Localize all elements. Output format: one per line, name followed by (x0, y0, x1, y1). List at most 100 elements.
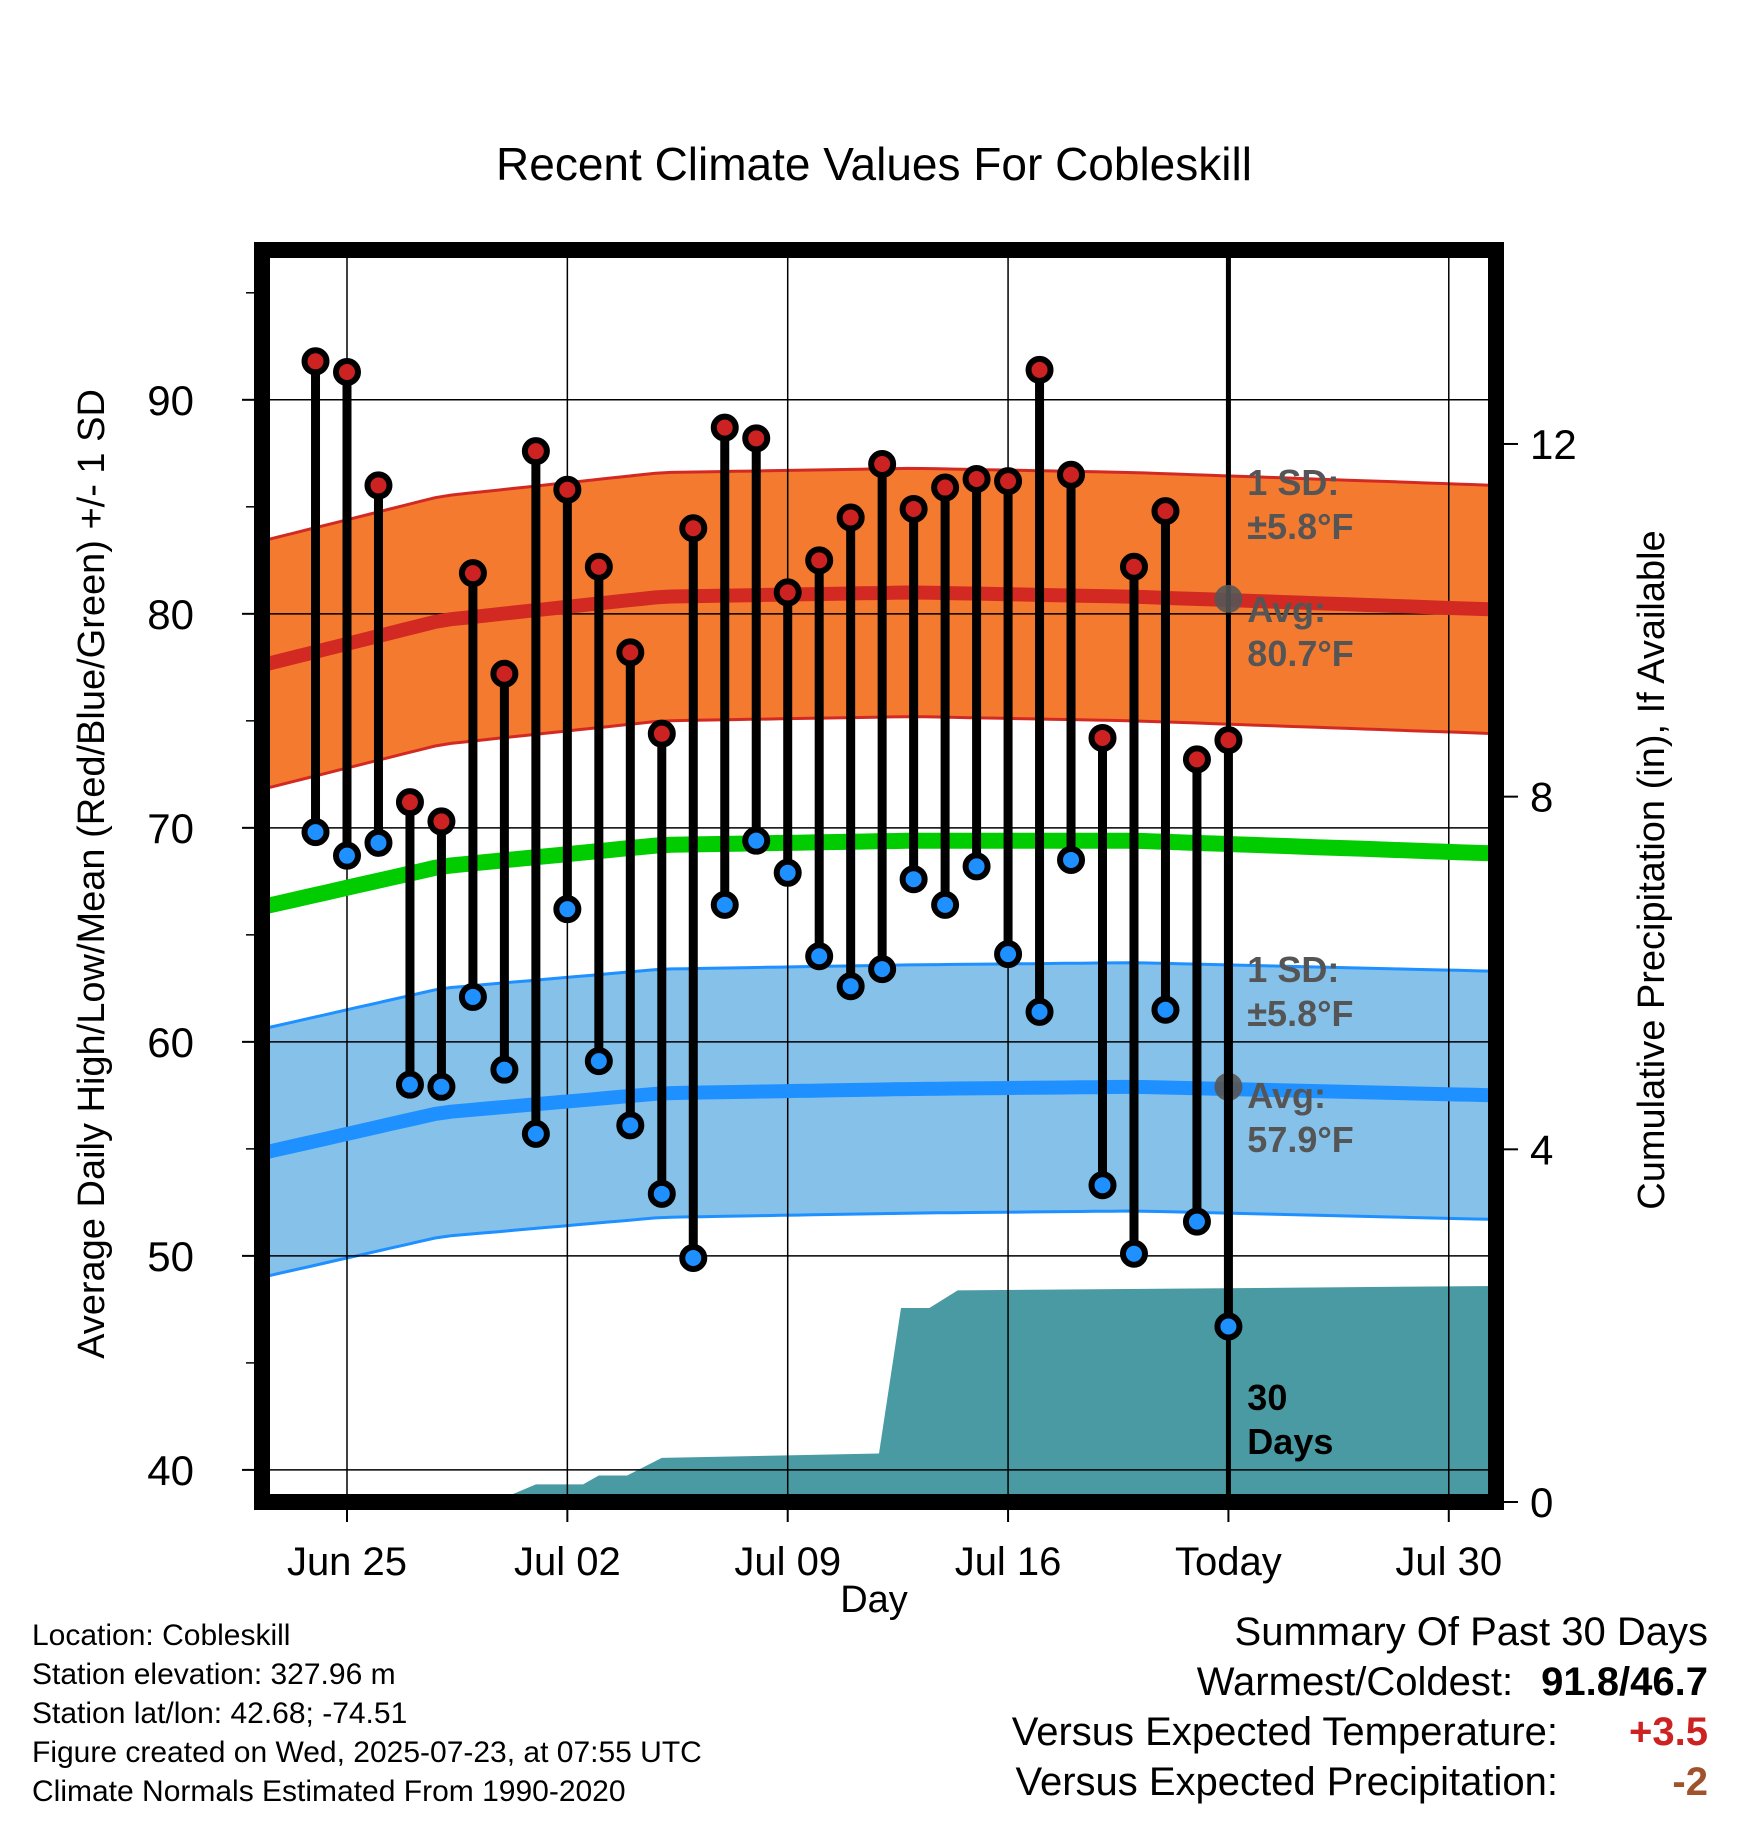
high-point (1057, 460, 1086, 489)
x-tick-label: Jun 25 (287, 1540, 407, 1584)
high-point (994, 467, 1023, 496)
normals-text: Climate Normals Estimated From 1990-2020 (32, 1775, 626, 1808)
plot-frame (254, 242, 1504, 1510)
low-point (490, 1055, 519, 1084)
y-tick-label: 90 (147, 377, 194, 424)
chart-title: Recent Climate Values For Cobleskill (496, 138, 1252, 190)
low-sd-annotation: 1 SD: (1247, 949, 1339, 990)
low-avg-annotation: Avg: (1247, 1075, 1326, 1116)
low-point (962, 852, 991, 881)
high-point (742, 424, 771, 453)
y-tick-label: 50 (147, 1233, 194, 1280)
x-tick-label: Jul 02 (514, 1540, 621, 1584)
high-point (364, 471, 393, 500)
x-tick-label: Jul 09 (734, 1540, 841, 1584)
low-point (1088, 1171, 1117, 1200)
low-point (868, 955, 897, 984)
low-sd-annotation: ±5.8°F (1247, 993, 1353, 1034)
latlon-text: Station lat/lon: 42.68; -74.51 (32, 1697, 408, 1730)
y-axis-label: Average Daily High/Low/Mean (Red/Blue/Gr… (71, 389, 113, 1359)
high-sd-annotation: 1 SD: (1247, 462, 1339, 503)
y2-tick-label: 12 (1530, 421, 1577, 468)
high-point (679, 514, 708, 543)
high-point (1025, 355, 1054, 384)
precip-value: -2 (1672, 1760, 1708, 1804)
high-point (899, 494, 928, 523)
elevation-text: Station elevation: 327.96 m (32, 1658, 396, 1691)
warmest-value: 91.8 (1541, 1660, 1620, 1704)
y2-tick-label: 4 (1530, 1126, 1553, 1173)
high-point (931, 473, 960, 502)
low-point (1182, 1207, 1211, 1236)
low-point (395, 1070, 424, 1099)
x-axis-label: Day (840, 1579, 908, 1621)
low-point (458, 982, 487, 1011)
warm-cold-value: 91.8/46.7 (1541, 1660, 1708, 1704)
high-point (427, 807, 456, 836)
y2-axis-label: Cumulative Precipitation (in), If Availa… (1631, 530, 1673, 1209)
low-point (647, 1179, 676, 1208)
high-point (553, 475, 582, 504)
x-tick-label: Jul 16 (955, 1540, 1062, 1584)
high-avg-annotation: 80.7°F (1247, 633, 1353, 674)
temp-label: Versus Expected Temperature: (1011, 1710, 1558, 1754)
high-point (962, 464, 991, 493)
warm-cold-label: Warmest/Coldest: (1196, 1660, 1514, 1704)
low-point (1214, 1312, 1243, 1341)
created-text: Figure created on Wed, 2025-07-23, at 07… (32, 1736, 702, 1769)
location-text: Location: Cobleskill (32, 1619, 291, 1652)
low-point (301, 818, 330, 847)
high-point (458, 559, 487, 588)
high-point (868, 450, 897, 479)
low-point (931, 890, 960, 919)
low-point (1057, 845, 1086, 874)
high-point (1182, 745, 1211, 774)
low-point (742, 826, 771, 855)
low-point (1025, 997, 1054, 1026)
high-point (805, 546, 834, 575)
high-point (395, 788, 424, 817)
high-point (332, 357, 361, 386)
y2-tick-label: 0 (1530, 1479, 1553, 1526)
low-point (332, 841, 361, 870)
high-point (616, 638, 645, 667)
low-point (710, 890, 739, 919)
low-avg-annotation: 57.9°F (1247, 1119, 1353, 1160)
low-point (616, 1111, 645, 1140)
summary-panel: Summary Of Past 30 Days Warmest/Coldest:… (808, 1610, 1708, 1810)
low-point (521, 1119, 550, 1148)
y-tick-label: 80 (147, 591, 194, 638)
y-tick-label: 40 (147, 1447, 194, 1494)
low-point (805, 942, 834, 971)
low-point (899, 865, 928, 894)
station-info: Location: Cobleskill Station elevation: … (32, 1616, 702, 1811)
high-point (710, 413, 739, 442)
low-point (364, 828, 393, 857)
y-tick-label: 60 (147, 1019, 194, 1066)
high-point (584, 552, 613, 581)
precip-label: Versus Expected Precipitation: (1015, 1760, 1558, 1804)
low-point (679, 1244, 708, 1273)
y-tick-label: 70 (147, 805, 194, 852)
high-point (773, 578, 802, 607)
low-point (427, 1072, 456, 1101)
low-point (584, 1047, 613, 1076)
high-point (1214, 726, 1243, 755)
summary-title: Summary Of Past 30 Days (1234, 1610, 1708, 1654)
low-point (1151, 995, 1180, 1024)
precip-row: Versus Expected Precipitation: -2 (808, 1760, 1708, 1810)
low-point (553, 895, 582, 924)
warm-cold-row: Warmest/Coldest: 91.8/46.7 (808, 1660, 1708, 1710)
high-point (647, 719, 676, 748)
low-point (1119, 1239, 1148, 1268)
coldest-value: 46.7 (1630, 1660, 1708, 1704)
low-mean-line (260, 1079, 1497, 1161)
high-point (1151, 497, 1180, 526)
high-point (836, 503, 865, 532)
precip-annotation: Days (1247, 1421, 1333, 1462)
today-high-avg-marker (1214, 584, 1243, 613)
y2-tick-label: 8 (1530, 774, 1553, 821)
high-avg-annotation: Avg: (1247, 589, 1326, 630)
low-point (773, 858, 802, 887)
